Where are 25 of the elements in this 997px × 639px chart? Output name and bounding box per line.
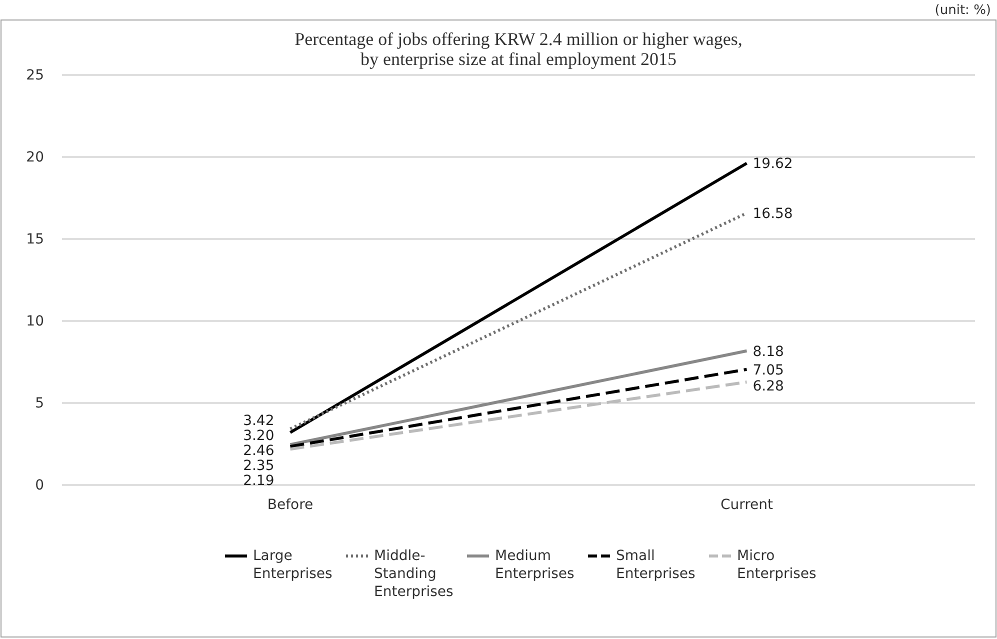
legend-label: Middle-Standing Enterprises [374, 548, 454, 600]
legend-label: Small Enterprises [616, 548, 696, 582]
data-label: 2.35 [243, 458, 274, 474]
x-tick-label: Current [720, 496, 774, 513]
legend-label: Large Enterprises [253, 548, 332, 582]
data-label: 3.42 [243, 412, 274, 429]
data-label: 3.20 [243, 428, 274, 444]
legend-label: Micro Enterprises [737, 548, 816, 582]
y-tick-label: 0 [35, 477, 44, 494]
data-label: 19.62 [752, 156, 793, 172]
chart-title: Percentage of jobs offering KRW 2.4 million or higher wages, by enterprise size at final employment 2015 [294, 29, 742, 69]
data-label: 6.28 [752, 378, 784, 394]
text: (unit: %) [934, 3, 991, 18]
data-label: 8.18 [752, 344, 784, 360]
y-tick-label: 25 [26, 67, 44, 84]
y-tick-label: 20 [26, 149, 44, 166]
legend-label: Medium Enterprises [495, 548, 574, 582]
data-label: 7.05 [752, 362, 784, 378]
y-tick-label: 5 [35, 395, 44, 412]
y-tick-label: 15 [26, 231, 44, 248]
x-tick-label: Before [267, 496, 314, 513]
y-tick-label: 10 [26, 313, 44, 330]
data-label: 16.58 [752, 206, 793, 222]
data-label: 2.19 [243, 472, 274, 489]
data-label: 2.46 [243, 442, 274, 459]
